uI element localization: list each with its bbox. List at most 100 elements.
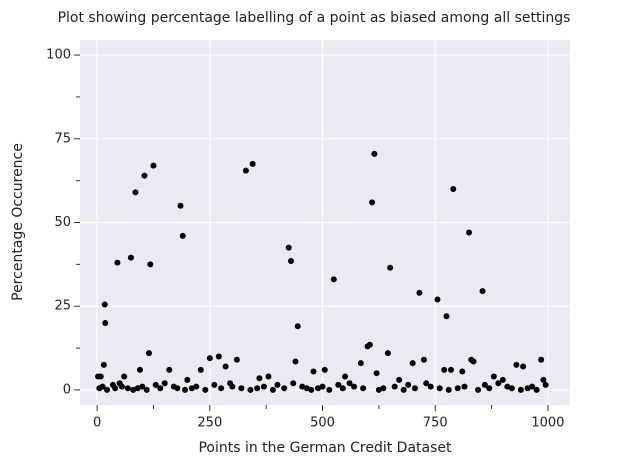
y-tick-label: 0 bbox=[63, 382, 71, 397]
point bbox=[315, 385, 322, 392]
point bbox=[174, 385, 181, 392]
point bbox=[529, 383, 536, 390]
point bbox=[102, 319, 109, 326]
point bbox=[308, 386, 315, 393]
point bbox=[441, 366, 448, 373]
point bbox=[182, 386, 189, 393]
point bbox=[211, 381, 218, 388]
point bbox=[114, 259, 121, 266]
point bbox=[540, 376, 547, 383]
point bbox=[420, 356, 427, 363]
point bbox=[373, 370, 380, 377]
chart-title: Plot showing percentage labelling of a p… bbox=[58, 10, 571, 26]
point bbox=[387, 264, 394, 271]
point bbox=[330, 276, 337, 283]
point bbox=[542, 381, 549, 388]
point bbox=[396, 376, 403, 383]
point bbox=[249, 160, 256, 167]
point bbox=[143, 386, 150, 393]
point bbox=[400, 386, 407, 393]
point bbox=[215, 353, 222, 360]
point bbox=[520, 363, 527, 370]
point bbox=[310, 368, 317, 375]
point bbox=[447, 366, 454, 373]
point bbox=[303, 385, 310, 392]
point bbox=[423, 380, 430, 387]
point bbox=[326, 386, 333, 393]
point bbox=[127, 254, 134, 261]
point bbox=[157, 385, 164, 392]
point bbox=[202, 386, 209, 393]
point bbox=[454, 385, 461, 392]
point bbox=[339, 385, 346, 392]
point bbox=[517, 386, 524, 393]
x-tick-label: 250 bbox=[197, 416, 222, 431]
point bbox=[260, 383, 267, 390]
point bbox=[188, 385, 195, 392]
point bbox=[287, 258, 294, 265]
point bbox=[538, 356, 545, 363]
point bbox=[256, 375, 263, 382]
x-tick-label: 750 bbox=[423, 416, 448, 431]
point bbox=[136, 366, 143, 373]
point bbox=[238, 385, 245, 392]
x-tick-label: 500 bbox=[310, 416, 335, 431]
point bbox=[132, 189, 139, 196]
x-axis-label: Points in the German Credit Dataset bbox=[198, 440, 452, 456]
point bbox=[294, 323, 301, 330]
point bbox=[247, 386, 254, 393]
point bbox=[499, 376, 506, 383]
point bbox=[384, 350, 391, 357]
point bbox=[459, 368, 466, 375]
point bbox=[466, 229, 473, 236]
point bbox=[319, 383, 326, 390]
point bbox=[101, 301, 108, 308]
point bbox=[366, 341, 373, 348]
point bbox=[357, 360, 364, 367]
point bbox=[434, 296, 441, 303]
point bbox=[161, 380, 168, 387]
point bbox=[409, 360, 416, 367]
point bbox=[533, 386, 540, 393]
point bbox=[141, 172, 148, 179]
point bbox=[461, 383, 468, 390]
point bbox=[100, 361, 107, 368]
point bbox=[450, 186, 457, 193]
point bbox=[112, 385, 119, 392]
point bbox=[166, 366, 173, 373]
point bbox=[380, 385, 387, 392]
point bbox=[427, 383, 434, 390]
point bbox=[369, 199, 376, 206]
point bbox=[371, 150, 378, 157]
point bbox=[481, 381, 488, 388]
point bbox=[147, 261, 154, 268]
point bbox=[193, 383, 200, 390]
point bbox=[346, 380, 353, 387]
point bbox=[513, 361, 520, 368]
point bbox=[285, 244, 292, 251]
point bbox=[490, 373, 497, 380]
point bbox=[405, 381, 412, 388]
point bbox=[351, 383, 358, 390]
point bbox=[104, 386, 111, 393]
point bbox=[222, 363, 229, 370]
point bbox=[486, 385, 493, 392]
point bbox=[139, 383, 146, 390]
point bbox=[495, 380, 502, 387]
point bbox=[242, 167, 249, 174]
point bbox=[479, 288, 486, 295]
point bbox=[375, 386, 382, 393]
point bbox=[391, 383, 398, 390]
point bbox=[299, 383, 306, 390]
point bbox=[130, 386, 137, 393]
point bbox=[290, 380, 297, 387]
point bbox=[121, 373, 128, 380]
point bbox=[206, 355, 213, 362]
point bbox=[150, 162, 157, 169]
y-tick-label: 100 bbox=[46, 48, 71, 63]
point bbox=[218, 385, 225, 392]
point bbox=[508, 385, 515, 392]
point bbox=[436, 385, 443, 392]
